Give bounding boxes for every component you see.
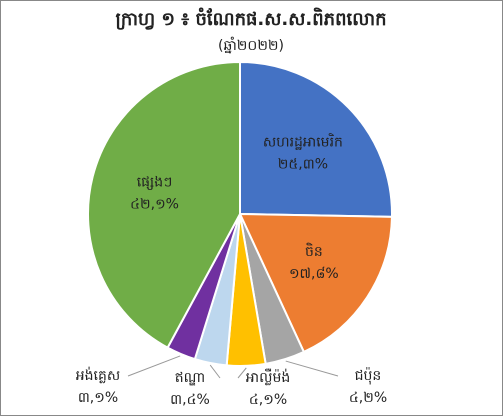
slice-label: អាល្លឺម៉ង់ xyxy=(246,368,290,386)
leader-line xyxy=(209,364,221,379)
pie-slice xyxy=(238,212,393,354)
slice-label: ជប៉ុន xyxy=(355,367,382,385)
slice-label: ផ្សេងៗ xyxy=(137,174,173,190)
slice-value-label: ១៧,៨% xyxy=(289,266,339,282)
slice-label: អង់គ្លេស xyxy=(76,366,120,384)
pie-slice xyxy=(239,60,393,218)
slice-label: ឥណ្ឌា xyxy=(175,370,205,386)
slice-label: ចិន xyxy=(305,242,323,260)
chart-subtitle: (ឆ្នាំ២០២២) xyxy=(218,36,284,54)
slice-value-label: ៣,១% xyxy=(78,390,118,406)
slice-value-label: ៤,២% xyxy=(349,390,387,406)
slice-value-label: ៤,១% xyxy=(249,392,287,408)
leader-line xyxy=(127,355,181,377)
slice-value-label: ៣,៤% xyxy=(170,392,210,408)
chart-title: ក្រាហ្វ ១ ៖ ចំណែកផ.ស.ស.ពិភពលោក xyxy=(116,7,387,30)
slice-value-label: ៤២,១% xyxy=(130,196,179,212)
slice-value-label: ២៥,៣% xyxy=(278,156,328,172)
leader-line xyxy=(285,360,339,377)
slice-label: សហរដ្ឋអាមេរិក xyxy=(263,132,343,150)
leader-line xyxy=(237,367,247,379)
pie-slice xyxy=(87,60,241,350)
